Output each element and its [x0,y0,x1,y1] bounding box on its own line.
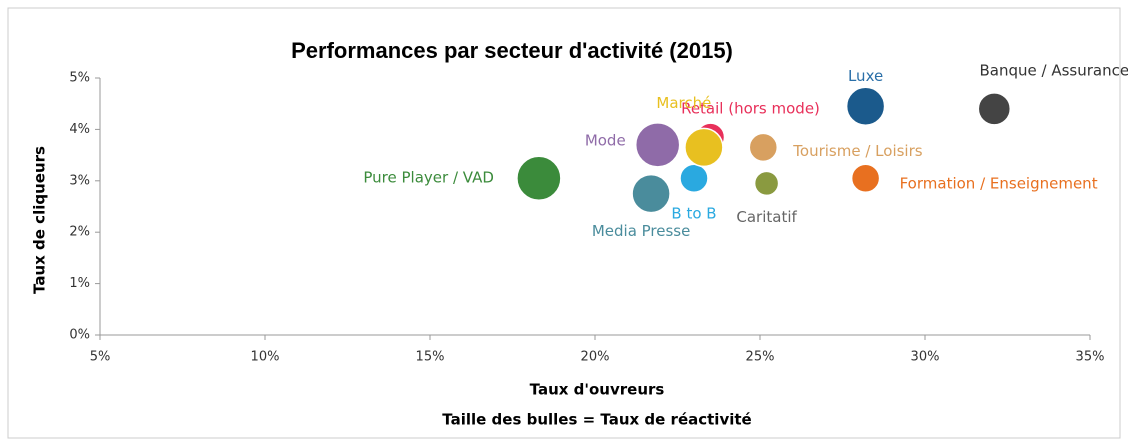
bubble-label: Tourisme / Loisirs [792,142,922,160]
bubble-label: Formation / Enseignement [900,175,1098,193]
y-tick-label: 3% [69,173,90,188]
y-tick-label: 5% [69,71,90,86]
y-tick-label: 4% [69,122,90,137]
bubble [679,163,709,193]
bubble [748,132,779,163]
x-tick-label: 10% [251,350,280,365]
y-tick-label: 0% [69,328,90,343]
bubble-label: Mode [585,131,626,149]
bubble-label: B to B [671,205,716,223]
bubble-label: Pure Player / VAD [363,169,494,187]
chart-title: Performances par secteur d'activité (201… [291,38,733,63]
bubble-label: Media Presse [592,222,691,240]
bubble [516,155,562,201]
bubble-label: Retail (hors mode) [681,100,820,118]
x-tick-label: 20% [581,350,610,365]
bubble [684,127,724,168]
bubble [977,92,1012,126]
x-tick-label: 25% [746,350,775,365]
x-tick-label: 35% [1076,350,1105,365]
bubble-label: Banque / Assurance [980,61,1128,79]
bubble-label: Luxe [848,67,883,85]
x-tick-label: 5% [90,350,111,365]
chart-frame [7,7,1121,439]
bubble [631,173,671,214]
y-tick-label: 2% [69,225,90,240]
subtitle: Taille des bulles = Taux de réactivité [442,411,751,429]
x-axis-label: Taux d'ouvreurs [530,381,665,399]
bubble [634,122,681,168]
x-tick-label: 30% [911,350,940,365]
bubble [753,170,780,197]
bubble [850,163,881,193]
bubble [845,86,886,127]
x-tick-label: 15% [416,350,445,365]
y-tick-label: 1% [69,276,90,291]
bubble-label: Marché [656,94,711,112]
bubble-label: Caritatif [736,208,797,226]
y-axis-label: Taux de cliqueurs [31,146,49,294]
